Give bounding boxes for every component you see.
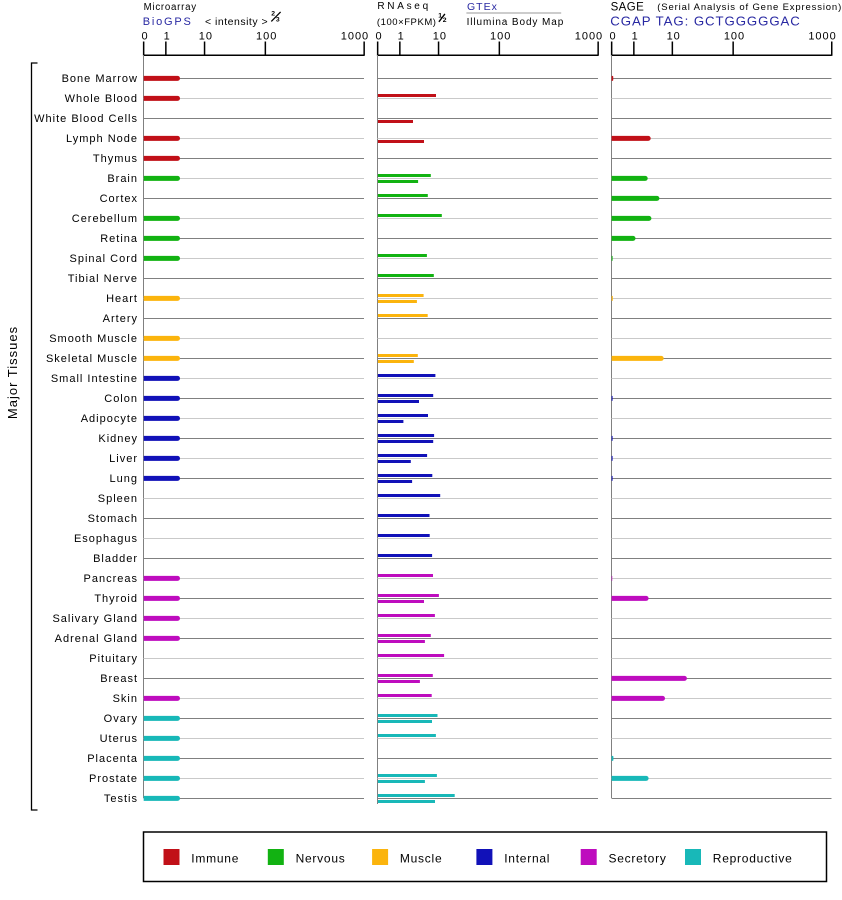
svg-text:(100×FPKM): (100×FPKM) bbox=[377, 17, 437, 28]
svg-text:100: 100 bbox=[256, 31, 277, 43]
svg-text:Salivary Gland: Salivary Gland bbox=[52, 613, 138, 625]
svg-text:Major Tissues: Major Tissues bbox=[5, 326, 20, 419]
svg-text:Muscle: Muscle bbox=[400, 852, 443, 866]
svg-text:Lung: Lung bbox=[110, 473, 138, 485]
svg-text:Kidney: Kidney bbox=[98, 433, 138, 445]
svg-text:0: 0 bbox=[141, 31, 148, 43]
svg-text:Liver: Liver bbox=[109, 453, 138, 465]
svg-text:Bladder: Bladder bbox=[93, 553, 138, 565]
svg-text:Stomach: Stomach bbox=[88, 513, 138, 525]
svg-text:Illumina Body Map: Illumina Body Map bbox=[467, 17, 565, 28]
svg-text:Pancreas: Pancreas bbox=[84, 573, 138, 585]
svg-text:Whole Blood: Whole Blood bbox=[65, 93, 138, 105]
svg-text:3: 3 bbox=[276, 16, 280, 23]
svg-text:Colon: Colon bbox=[104, 393, 138, 405]
svg-text:Breast: Breast bbox=[100, 673, 138, 685]
svg-text:White Blood Cells: White Blood Cells bbox=[34, 113, 138, 125]
svg-text:Adipocyte: Adipocyte bbox=[81, 413, 138, 425]
svg-text:100: 100 bbox=[724, 31, 745, 43]
svg-text:(Serial Analysis of Gene Expre: (Serial Analysis of Gene Expression) bbox=[657, 2, 842, 13]
svg-text:SAGE: SAGE bbox=[611, 2, 645, 14]
svg-text:0: 0 bbox=[375, 31, 382, 43]
svg-text:Adrenal Gland: Adrenal Gland bbox=[55, 633, 138, 645]
svg-text:CGAP TAG: GCTGGGGGAC: CGAP TAG: GCTGGGGGAC bbox=[610, 13, 800, 28]
svg-text:1: 1 bbox=[438, 13, 442, 20]
svg-text:1000: 1000 bbox=[575, 31, 603, 43]
svg-text:Tibial Nerve: Tibial Nerve bbox=[68, 273, 138, 285]
svg-text:Cerebellum: Cerebellum bbox=[72, 213, 138, 225]
svg-text:< intensity >: < intensity > bbox=[205, 16, 268, 28]
svg-text:1: 1 bbox=[398, 31, 405, 43]
svg-text:Ovary: Ovary bbox=[104, 713, 138, 725]
svg-text:Placenta: Placenta bbox=[87, 753, 138, 765]
svg-text:Skin: Skin bbox=[113, 693, 138, 705]
svg-text:1000: 1000 bbox=[341, 31, 369, 43]
svg-text:Reproductive: Reproductive bbox=[713, 852, 793, 866]
svg-text:1: 1 bbox=[632, 31, 639, 43]
svg-text:Pituitary: Pituitary bbox=[89, 653, 138, 665]
svg-text:Retina: Retina bbox=[100, 233, 138, 245]
svg-text:Smooth Muscle: Smooth Muscle bbox=[49, 333, 138, 345]
svg-text:Immune: Immune bbox=[191, 852, 239, 866]
svg-text:Esophagus: Esophagus bbox=[74, 533, 138, 545]
svg-text:1: 1 bbox=[164, 31, 171, 43]
svg-text:2: 2 bbox=[443, 17, 447, 24]
svg-text:Internal: Internal bbox=[504, 852, 550, 866]
svg-text:Prostate: Prostate bbox=[89, 773, 138, 785]
svg-text:Small Intestine: Small Intestine bbox=[51, 373, 138, 385]
svg-text:Lymph Node: Lymph Node bbox=[66, 133, 138, 145]
svg-text:10: 10 bbox=[433, 31, 447, 43]
svg-text:Uterus: Uterus bbox=[100, 733, 138, 745]
svg-text:Artery: Artery bbox=[103, 313, 138, 325]
svg-text:Cortex: Cortex bbox=[100, 193, 138, 205]
svg-text:Bone Marrow: Bone Marrow bbox=[62, 73, 138, 85]
svg-text:Thyroid: Thyroid bbox=[94, 593, 138, 605]
svg-text:BioGPS: BioGPS bbox=[143, 16, 193, 28]
svg-text:Skeletal Muscle: Skeletal Muscle bbox=[46, 353, 138, 365]
svg-text:2: 2 bbox=[271, 11, 275, 18]
svg-text:GTEx: GTEx bbox=[467, 1, 498, 13]
svg-text:0: 0 bbox=[609, 31, 616, 43]
svg-text:Spinal Cord: Spinal Cord bbox=[70, 253, 138, 265]
svg-text:Nervous: Nervous bbox=[296, 852, 346, 866]
svg-text:RNAseq: RNAseq bbox=[377, 1, 430, 12]
svg-text:Testis: Testis bbox=[104, 793, 138, 805]
svg-text:Thymus: Thymus bbox=[93, 153, 138, 165]
svg-text:10: 10 bbox=[199, 31, 213, 43]
svg-text:1000: 1000 bbox=[808, 31, 836, 43]
svg-text:10: 10 bbox=[667, 31, 681, 43]
svg-text:Heart: Heart bbox=[106, 293, 138, 305]
svg-text:Brain: Brain bbox=[107, 173, 138, 185]
svg-text:Secretory: Secretory bbox=[609, 852, 667, 866]
svg-text:100: 100 bbox=[490, 31, 511, 43]
svg-text:Microarray: Microarray bbox=[144, 2, 197, 13]
svg-text:Spleen: Spleen bbox=[98, 493, 138, 505]
